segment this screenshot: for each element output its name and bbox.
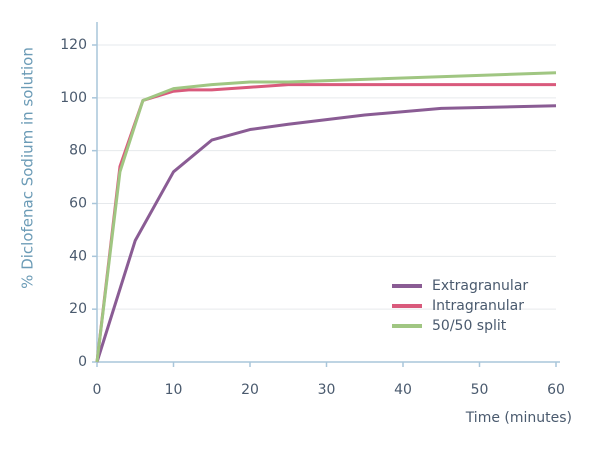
y-tick-label: 120 <box>60 37 87 53</box>
legend-label: 50/50 split <box>432 318 507 334</box>
y-tick-label: 20 <box>69 301 87 317</box>
x-tick-label: 0 <box>93 382 102 398</box>
x-axis-label: Time (minutes) <box>465 410 572 426</box>
legend-label: Intragranular <box>432 298 524 314</box>
y-tick-label: 80 <box>69 143 87 159</box>
x-tick-label: 20 <box>241 382 259 398</box>
y-tick-label: 100 <box>60 90 87 106</box>
y-tick-label: 40 <box>69 248 87 264</box>
y-tick-label: 0 <box>78 354 87 370</box>
y-tick-label: 60 <box>69 196 87 212</box>
series-line <box>95 104 557 363</box>
legend-label: Extragranular <box>432 278 528 294</box>
x-tick-label: 60 <box>547 382 565 398</box>
series-line <box>95 71 557 363</box>
y-axis-label: % Diclofenac Sodium in solution <box>19 47 37 289</box>
x-tick-label: 10 <box>165 382 183 398</box>
x-tick-label: 40 <box>394 382 412 398</box>
x-tick-label: 50 <box>471 382 489 398</box>
x-tick-label: 30 <box>318 382 336 398</box>
